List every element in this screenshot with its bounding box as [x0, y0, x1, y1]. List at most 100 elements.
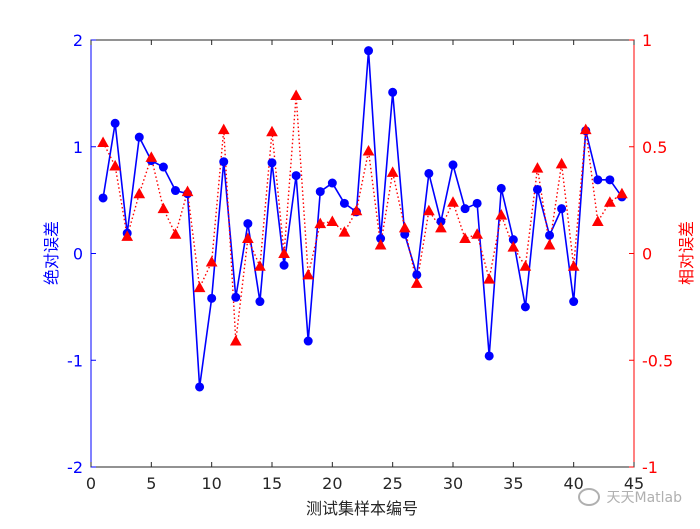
x-tick-label: 45: [624, 474, 644, 493]
data-point-left: [327, 178, 337, 188]
data-point-left: [424, 168, 434, 178]
data-point-left: [219, 157, 229, 167]
watermark-text: 天天Matlab: [606, 490, 682, 506]
data-point-left: [569, 297, 579, 307]
data-point-right: [157, 202, 170, 214]
data-point-right: [217, 123, 230, 135]
data-point-right: [193, 281, 206, 293]
right-axis-label: 相对误差: [677, 221, 696, 285]
data-point-right: [519, 260, 532, 271]
data-point-right: [410, 277, 423, 288]
data-point-right: [326, 215, 339, 226]
left-tick-label: 0: [73, 245, 83, 264]
data-point-left: [593, 175, 603, 185]
data-point-right: [145, 151, 158, 162]
data-point-right: [555, 157, 568, 169]
data-point-right: [567, 260, 580, 271]
data-point-left: [207, 293, 217, 303]
data-point-left: [388, 87, 398, 97]
data-point-right: [507, 241, 520, 252]
data-point-right: [398, 221, 411, 233]
data-point-right: [169, 228, 182, 239]
data-point-left: [545, 230, 555, 240]
data-point-right: [205, 256, 218, 267]
x-tick-label: 30: [443, 474, 463, 493]
data-point-right: [302, 268, 315, 280]
left-tick-label: 1: [73, 138, 83, 157]
data-point-left: [303, 336, 313, 346]
data-point-left: [231, 292, 241, 302]
data-point-right: [495, 209, 508, 220]
data-point-left: [448, 160, 458, 170]
data-point-left: [134, 132, 144, 142]
data-point-right: [447, 196, 459, 207]
data-point-right: [604, 196, 616, 207]
data-point-right: [254, 260, 266, 271]
right-tick-label: -1: [642, 458, 658, 477]
data-point-left: [110, 118, 120, 128]
data-point-right: [338, 226, 351, 237]
data-point-left: [158, 162, 168, 172]
data-point-left: [484, 351, 494, 361]
x-tick-label: 35: [503, 474, 523, 493]
left-tick-label: 2: [73, 31, 83, 50]
data-point-left: [460, 204, 470, 214]
data-point-right: [471, 228, 483, 239]
data-point-right: [133, 187, 146, 199]
left-tick-label: -2: [67, 458, 83, 477]
data-point-right: [97, 136, 109, 147]
data-point-right: [483, 273, 496, 284]
data-point-left: [520, 302, 530, 312]
data-point-left: [279, 260, 289, 270]
data-point-left: [472, 198, 482, 208]
data-point-left: [243, 219, 253, 229]
data-point-left: [532, 184, 542, 194]
data-point-right: [121, 230, 134, 241]
x-tick-label: 0: [86, 474, 96, 493]
data-point-right: [314, 217, 327, 229]
data-point-left: [255, 297, 265, 307]
x-tick-label: 15: [262, 474, 282, 493]
data-point-left: [315, 187, 325, 197]
data-point-left: [364, 46, 374, 56]
x-tick-label: 10: [201, 474, 221, 493]
x-tick-label: 40: [563, 474, 583, 493]
data-point-right: [374, 238, 387, 250]
data-point-right: [543, 238, 556, 250]
data-point-right: [109, 159, 121, 171]
data-point-right: [278, 247, 290, 258]
left-tick-label: -1: [67, 351, 83, 370]
data-point-left: [557, 204, 567, 214]
wechat-icon: [578, 488, 601, 506]
data-point-left: [98, 193, 108, 203]
data-point-right: [423, 204, 435, 216]
watermark: 天天Matlab: [578, 487, 682, 507]
data-point-right: [591, 215, 604, 226]
data-point-right: [531, 162, 544, 173]
left-axis-label: 绝对误差: [42, 221, 61, 285]
data-point-left: [496, 183, 506, 193]
plot-area: [91, 40, 634, 467]
data-point-right: [242, 232, 254, 244]
right-tick-label: 0: [642, 245, 652, 264]
x-axis-label: 测试集样本编号: [306, 499, 418, 518]
right-tick-label: 0.5: [642, 138, 667, 157]
data-point-right: [616, 187, 628, 199]
right-tick-label: -0.5: [642, 351, 673, 370]
right-tick-label: 1: [642, 31, 652, 50]
data-point-left: [170, 186, 180, 196]
data-point-left: [267, 158, 277, 168]
data-point-right: [579, 123, 592, 135]
data-point-right: [350, 204, 363, 216]
x-tick-label: 20: [322, 474, 342, 493]
data-point-left: [605, 175, 615, 185]
data-point-left: [339, 198, 349, 208]
data-point-left: [291, 171, 301, 181]
series-line-right: [102, 95, 623, 342]
data-point-right: [435, 221, 447, 233]
data-point-left: [195, 382, 205, 392]
data-point-right: [181, 185, 194, 197]
x-tick-label: 25: [382, 474, 402, 493]
